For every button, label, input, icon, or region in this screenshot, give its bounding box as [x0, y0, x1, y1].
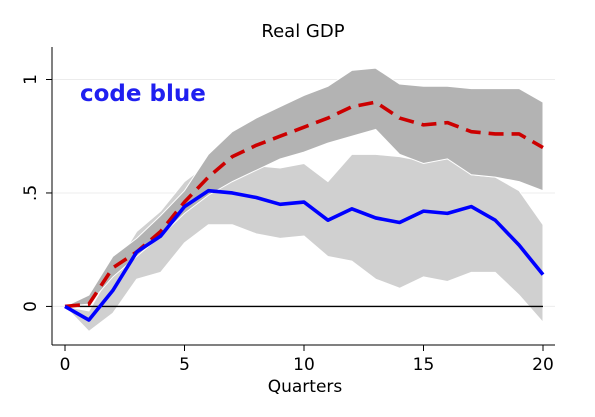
series-line-2	[64, 188, 545, 322]
x-tick-label-3: 15	[413, 355, 435, 375]
x-axis-label: Quarters	[268, 377, 343, 397]
y-tick-label-0: 0	[21, 301, 41, 312]
confidence-bands	[63, 67, 544, 333]
series-lines	[64, 100, 545, 322]
x-tick-label-4: 20	[532, 355, 554, 375]
x-tick-label-2: 10	[293, 355, 315, 375]
x-tick-label-1: 5	[179, 355, 190, 375]
annotation-code-blue: code blue	[80, 81, 206, 107]
y-tick-label-2: 1	[21, 74, 41, 85]
y-tick-label-1: .5	[21, 185, 41, 201]
chart-title: Real GDP	[261, 21, 344, 42]
y-axis-ticks: 0.51	[21, 74, 52, 312]
x-axis-ticks: 0 5 10 15 20	[60, 345, 554, 375]
x-tick-label-0: 0	[60, 355, 71, 375]
